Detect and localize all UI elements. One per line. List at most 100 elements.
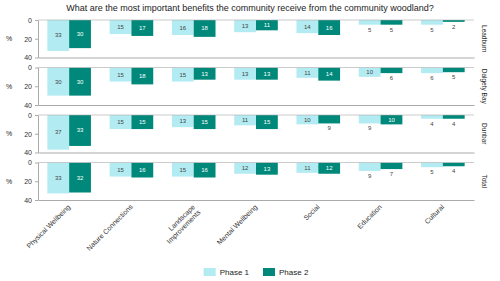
bar (359, 115, 381, 123)
y-axis-title: % (6, 83, 12, 90)
bar (194, 115, 216, 129)
data-label: 30 (55, 79, 62, 85)
data-label: 11 (304, 165, 311, 171)
bar (359, 20, 381, 25)
data-label: 15 (179, 72, 186, 78)
y-tick-label: 20 (24, 130, 32, 137)
bar (47, 20, 69, 51)
data-label: 13 (264, 166, 271, 172)
panel-title: Dalgety Bay (480, 69, 488, 105)
bar (443, 115, 465, 119)
bar (69, 163, 91, 193)
data-label: 15 (201, 119, 208, 125)
x-tick-label: LandscapeImprovements (160, 203, 203, 246)
data-label: 10 (366, 69, 373, 75)
bar (421, 20, 443, 25)
bar (47, 68, 69, 96)
x-tick: LandscapeImprovements (160, 200, 203, 246)
axis-line (38, 116, 39, 154)
x-tick: Social (302, 200, 321, 222)
y-tick-mark (35, 105, 38, 106)
y-axis: 02040 (24, 64, 38, 109)
y-tick-mark (35, 58, 38, 59)
data-label: 18 (201, 25, 208, 31)
y-tick-label: 0 (28, 64, 32, 71)
data-labels: 371513111094331515159104 (55, 117, 456, 136)
bar (47, 163, 69, 194)
bar (234, 163, 256, 174)
data-label: 11 (264, 22, 271, 28)
y-tick-label: 20 (24, 35, 32, 42)
bar (256, 68, 278, 80)
y-axis: 02040 (24, 17, 38, 62)
zero-line (38, 20, 474, 21)
legend-item: Phase 1 (204, 268, 250, 277)
bar (194, 20, 216, 37)
data-label: 13 (242, 71, 249, 77)
legend-label: Phase 1 (220, 268, 250, 277)
data-label: 15 (117, 167, 124, 173)
x-tick: Nature Connections (85, 200, 134, 252)
data-label: 15 (117, 119, 124, 125)
data-labels: 331516131455301718111652 (55, 22, 456, 38)
bar (110, 163, 132, 177)
bar (296, 163, 318, 173)
data-label: 12 (242, 165, 249, 171)
bar (443, 163, 465, 167)
data-labels: 3015151311106301813131465 (55, 69, 456, 84)
chart: What are the most important benefits the… (0, 0, 500, 281)
y-tick: 20 (24, 178, 38, 185)
bar (359, 163, 381, 171)
bars (47, 163, 464, 194)
x-tick: Education (356, 200, 383, 230)
data-label: 30 (77, 31, 84, 37)
data-label: 13 (201, 71, 208, 77)
panel: 33151613145530171811165202040%Leadburn (6, 17, 488, 62)
x-tick: Mental Wellbeing (216, 200, 260, 247)
bar (296, 20, 318, 33)
data-label: 32 (77, 175, 84, 181)
y-tick: 40 (24, 197, 38, 204)
data-label: 7 (390, 171, 394, 177)
bar (296, 115, 318, 124)
data-label: 15 (117, 24, 124, 30)
y-tick-label: 40 (24, 149, 32, 156)
data-label: 10 (304, 117, 311, 123)
bar (194, 68, 216, 80)
bar (318, 115, 340, 123)
y-axis-title: % (6, 130, 12, 137)
data-label: 37 (55, 129, 62, 135)
panel: 301515131110630181313146502040%Dalgety B… (6, 64, 488, 109)
data-label: 15 (179, 167, 186, 173)
data-label: 15 (139, 119, 146, 125)
data-label: 4 (452, 168, 456, 174)
data-label: 33 (55, 32, 62, 38)
data-label: 10 (388, 117, 395, 123)
axis-line (38, 68, 39, 106)
data-label: 2 (452, 24, 456, 30)
x-tick-label: Mental Wellbeing (216, 203, 260, 247)
data-label: 30 (77, 79, 84, 85)
zero-line (38, 115, 474, 116)
title: What are the most important benefits the… (66, 3, 434, 13)
data-label: 13 (242, 23, 249, 29)
panel-title: Leadburn (481, 25, 488, 53)
panel-title: Total (481, 174, 488, 188)
data-label: 16 (179, 25, 186, 31)
bar (234, 115, 256, 125)
data-label: 5 (368, 27, 372, 33)
bar (194, 163, 216, 178)
bar (256, 20, 278, 30)
y-tick-label: 40 (24, 197, 32, 204)
data-label: 4 (452, 121, 456, 127)
data-label: 5 (430, 169, 434, 175)
data-label: 11 (304, 70, 311, 76)
axis-line (38, 163, 39, 201)
bar (318, 68, 340, 81)
y-tick-mark (35, 181, 38, 182)
panel: 331515121195321616131274Physical Wellbei… (6, 159, 488, 252)
data-label: 11 (242, 117, 249, 123)
data-label: 15 (117, 72, 124, 78)
bar (256, 163, 278, 175)
bar (318, 20, 340, 35)
